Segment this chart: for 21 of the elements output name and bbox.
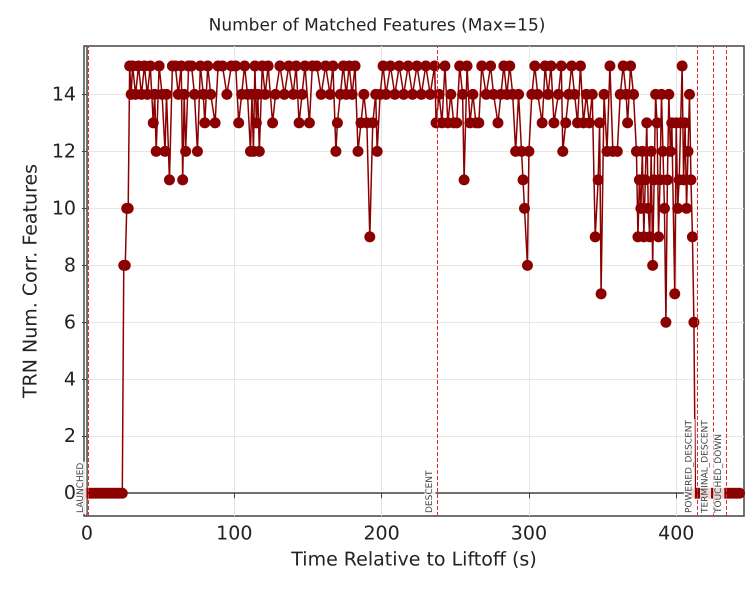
y-tick-label: 14 — [52, 83, 76, 106]
y-axis-title: TRN Num. Corr. Features — [20, 164, 42, 400]
x-axis-title: Time Relative to Liftoff (s) — [290, 548, 537, 570]
y-tick-label: 0 — [64, 482, 76, 504]
y-tick-label: 2 — [64, 425, 76, 448]
y-tick-label: 10 — [52, 197, 76, 220]
x-tick-label: 100 — [216, 522, 252, 544]
x-tick-label: 200 — [363, 522, 400, 544]
ref-line-label: TERMINAL_DESCENT — [700, 420, 711, 514]
y-tick-label: 12 — [52, 140, 76, 162]
x-tick-label: 300 — [510, 522, 548, 544]
ref-line-label: POWERED_DESCENT — [684, 420, 694, 513]
x-tick-label: 0 — [80, 522, 93, 544]
y-tick-label: 6 — [64, 311, 76, 334]
x-tick-label: 400 — [658, 522, 694, 544]
ref-line-label: LAUNCHED — [76, 462, 86, 513]
y-tick-label: 8 — [64, 254, 76, 276]
ref-line-label: TOUCHED_DOWN — [714, 434, 724, 514]
ref-line-label: DESCENT — [425, 470, 436, 513]
chart-title: Number of Matched Features (Max=15) — [208, 16, 546, 36]
y-tick-label: 4 — [64, 368, 76, 390]
